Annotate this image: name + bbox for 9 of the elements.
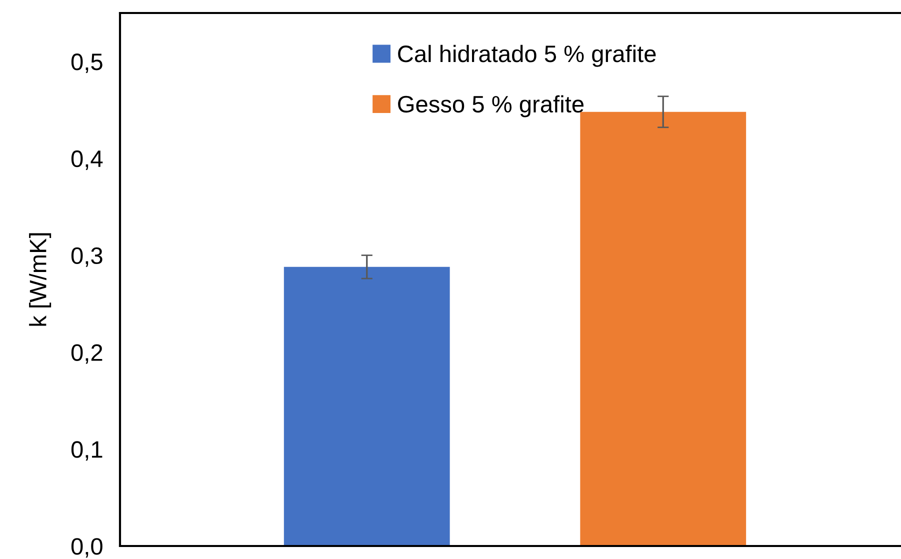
y-tick-label: 0,4 [71, 150, 103, 170]
y-tick-label: 0,3 [71, 247, 102, 267]
legend-label: Gesso 5 % grafite [398, 95, 584, 118]
y-axis-title: k [W/mK] [29, 233, 52, 326]
legend-label: Cal hidratado 5 % grafite [398, 44, 656, 67]
y-tick-label: 0,2 [71, 344, 102, 364]
y-tick-label: 0,5 [71, 54, 102, 74]
y-tick-label: 0,0 [71, 538, 102, 558]
y-tick-label: 0,1 [71, 441, 102, 461]
